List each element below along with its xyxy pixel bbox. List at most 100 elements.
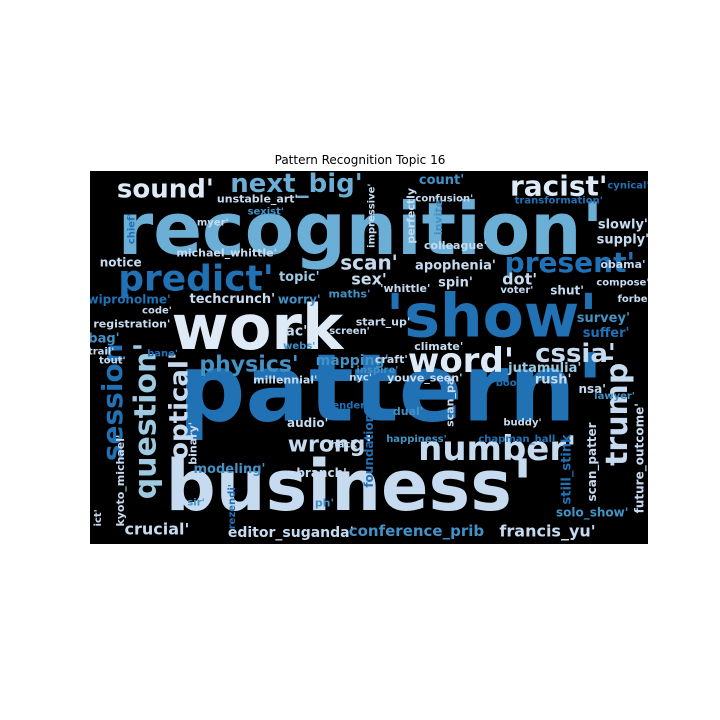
cloud-word: sir' [187, 497, 204, 508]
cloud-word: boon' [496, 378, 527, 389]
cloud-word: trump' [600, 354, 635, 466]
cloud-word: inspire' [356, 365, 398, 376]
cloud-word: optical' [164, 352, 194, 460]
cloud-word: mapping' [316, 353, 389, 369]
cloud-word: topic' [279, 270, 320, 285]
cloud-word: francis_yu' [499, 521, 595, 540]
cloud-word: editor_suganda' [228, 525, 354, 541]
cloud-word: scan_patter [585, 422, 600, 501]
cloud-word: jutamulia' [507, 361, 581, 376]
cloud-word: audio' [287, 416, 328, 430]
cloud-word: pattern' [178, 335, 604, 444]
cloud-word: scan_pa [443, 378, 456, 427]
cloud-word: lawyer' [594, 391, 635, 402]
cloud-word: gender' [325, 400, 368, 411]
cloud-word: happiness' [386, 434, 446, 445]
cloud-word: physics' [199, 352, 298, 377]
cloud-word: tout' [99, 356, 126, 367]
cloud-word: millennial' [253, 373, 317, 386]
cloud-word: unstable_art' [217, 192, 298, 205]
cloud-word: registration' [93, 317, 170, 330]
cloud-word: slowly' [598, 218, 648, 233]
cloud-word: work [172, 291, 345, 364]
cloud-word: craft' [375, 353, 408, 366]
cloud-word: bag' [90, 331, 120, 346]
cloud-word: techcrunch' [190, 292, 276, 307]
cloud-word: colleague' [424, 239, 487, 252]
cloud-word: sex' [351, 270, 387, 289]
cloud-word: michael_whittle' [176, 247, 277, 260]
chart-title: Pattern Recognition Topic 16 [274, 153, 446, 167]
cloud-word: supply' [597, 233, 648, 248]
cloud-word: suffer' [583, 326, 630, 341]
cloud-word: cynical' [607, 180, 648, 191]
cloud-word: chief' [126, 213, 137, 244]
cloud-word: 'hack' [328, 440, 361, 451]
cloud-word: forbe' [617, 294, 648, 305]
cloud-word: transformation' [515, 195, 603, 206]
cloud-word: scan' [340, 250, 398, 274]
cloud-word: myer' [197, 218, 229, 229]
cloud-word: predict' [118, 259, 274, 300]
cloud-word: climate' [414, 340, 463, 353]
cloud-word: count' [419, 173, 464, 188]
cloud-word: chapman_hall [478, 434, 555, 445]
cloud-word: modeling' [193, 462, 265, 477]
cloud-word: shut' [550, 283, 584, 297]
cloud-word: code' [142, 305, 172, 316]
cloud-word: sound' [117, 175, 214, 205]
cloud-word: future_outcome' [633, 403, 648, 513]
cloud-word: rezendi' [227, 484, 238, 529]
cloud-word: solo_show' [556, 505, 628, 520]
cloud-word: start_up' [356, 316, 410, 329]
cloud-word: question' [128, 343, 163, 500]
cloud-word: compose' [596, 277, 648, 288]
cloud-word: ac' [285, 323, 307, 339]
cloud-word: nyc' [349, 373, 372, 384]
cloud-word: still_stink [560, 434, 575, 504]
cloud-word: voter' [500, 285, 533, 296]
cloud-background [90, 171, 648, 544]
cloud-word: cssia' [535, 339, 616, 369]
cloud-word: kyoto_michael' [114, 435, 127, 527]
cloud-word: maths' [329, 288, 371, 301]
cloud-word: notice [100, 255, 142, 269]
cloud-word: sexist' [248, 207, 284, 218]
cloud-word: branch' [296, 466, 346, 480]
cloud-word: worry' [278, 293, 321, 307]
cloud-word: binary' [187, 422, 200, 465]
cloud-word: wiproholme' [90, 293, 171, 307]
cloud-word: wrong' [288, 433, 372, 458]
cloud-word: number' [418, 429, 576, 469]
cloud-word: spin' [438, 275, 473, 290]
cloud-word: dot' [502, 270, 537, 289]
cloud-word: apophenia' [415, 259, 496, 274]
cloud-word: bane' [147, 348, 178, 359]
cloud-word: crucial' [124, 520, 189, 539]
cloud-word: confusion' [415, 193, 473, 204]
cloud-word: word' [408, 341, 514, 381]
cloud-word: perfectly [404, 188, 417, 244]
cloud-word: next_big' [230, 171, 362, 199]
cloud-word: impressive' [366, 184, 377, 248]
cloud-word: present' [505, 246, 635, 279]
cloud-word: buddy' [503, 417, 541, 428]
cloud-words: pattern'recognition'business'work'show'p… [90, 171, 648, 541]
cloud-word: dual' [393, 405, 423, 418]
cloud-word: rush' [535, 372, 572, 387]
word-cloud-panel: pattern' recognition' business' work'show' p… [90, 171, 648, 544]
cloud-word: 'whittle' [380, 282, 430, 295]
cloud-word: 'show' [386, 281, 598, 351]
cloud-word: ph' [315, 496, 334, 509]
word-cloud-canvas: pattern'recognition'business'work'show'p… [90, 171, 648, 544]
cloud-word: session [96, 343, 129, 461]
cloud-word: foundation' [362, 410, 376, 488]
cloud-word: screen' [329, 326, 370, 337]
cloud-word: racist' [510, 171, 608, 202]
cloud-word: conference_prib [349, 522, 485, 540]
cloud-word: invite' [432, 196, 445, 235]
cloud-word: obama' [600, 258, 645, 271]
cloud-word: business' [166, 445, 534, 527]
cloud-word: webs' [283, 341, 315, 352]
cloud-word: youve_seen' [387, 372, 462, 385]
